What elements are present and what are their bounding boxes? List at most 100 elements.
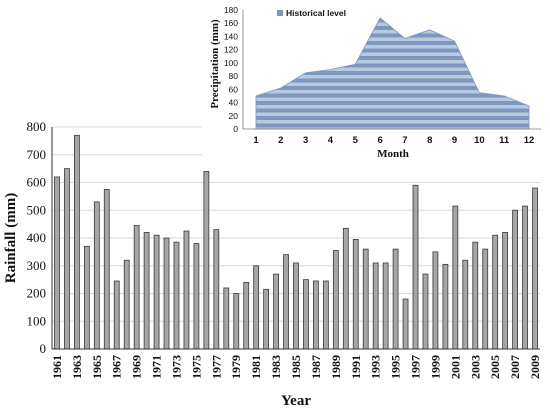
main-x-tick-label: 1985: [289, 355, 303, 379]
inset-x-tick-labels: 1 2 3 4 5 6 7 8 9 10 11 12: [253, 135, 534, 146]
main-x-tick-label: 2009: [528, 355, 542, 379]
main-y-tick-label: 300: [27, 258, 47, 273]
main-x-tick-label: 2003: [468, 355, 482, 379]
main-x-tick-label: 1965: [90, 355, 104, 379]
main-bar: [452, 205, 459, 350]
main-bar: [482, 248, 489, 350]
main-bar: [253, 265, 260, 350]
main-bar: [64, 168, 70, 350]
main-bar: [422, 273, 429, 350]
main-bar: [193, 243, 200, 350]
main-bar: [153, 234, 160, 350]
main-x-tick-label: 1961: [50, 355, 64, 379]
main-bar: [163, 237, 170, 350]
inset-y-tick-label: 180: [224, 5, 238, 15]
main-bar: [342, 227, 349, 350]
main-bar: [273, 273, 279, 350]
main-y-tick-label: 600: [27, 175, 47, 190]
main-bar: [332, 250, 339, 350]
legend-label: Historical level: [286, 8, 346, 18]
main-x-tick-label: 1995: [389, 355, 403, 379]
main-x-tick-label: 2005: [488, 355, 502, 379]
inset-y-tick-label: 60: [229, 84, 239, 94]
main-bar: [203, 170, 210, 350]
main-x-tick-label: 2001: [448, 355, 462, 379]
main-bar: [412, 184, 419, 350]
inset-y-tick-label: 80: [229, 71, 239, 81]
inset-y-tick-label: 40: [229, 98, 239, 108]
main-y-tick-label: 700: [27, 147, 47, 162]
main-bar: [263, 288, 270, 350]
inset-y-tick-label: 140: [224, 31, 238, 41]
main-bar: [313, 280, 319, 350]
main-bar: [293, 262, 299, 350]
inset-y-tick-label: 20: [229, 111, 239, 121]
main-x-tick-label: 1969: [130, 355, 144, 379]
inset-x-tick-label: 12: [524, 135, 535, 146]
main-bar: [432, 251, 439, 350]
main-x-axis-title: Year: [281, 393, 311, 409]
main-bar: [103, 189, 110, 350]
main-y-tick-label: 500: [27, 202, 47, 217]
main-bar: [173, 241, 180, 350]
main-x-tick-label: 1975: [189, 355, 203, 379]
inset-y-tick-label: 100: [224, 58, 238, 68]
main-bar: [183, 230, 190, 350]
inset-y-axis-title: Precipitation (mm): [209, 19, 221, 109]
main-bar: [322, 280, 329, 350]
inset-x-tick-label: 2: [278, 135, 283, 146]
main-bar: [213, 229, 220, 350]
main-bar: [532, 187, 538, 350]
main-x-tick-label: 1963: [70, 355, 84, 379]
main-x-tick-label: 1989: [329, 355, 343, 379]
inset-area-series: [255, 17, 530, 130]
main-bar: [442, 263, 449, 350]
inset-y-tick-label: 160: [224, 18, 238, 28]
main-bar: [83, 245, 90, 350]
inset-x-tick-label: 5: [353, 135, 359, 146]
main-x-tick-label: 1979: [229, 355, 243, 379]
main-bar: [93, 201, 100, 350]
main-x-tick-label: 1983: [269, 355, 283, 379]
main-x-tick-labels: 1961 1963 1965 1967 1969 1971 1973 1975 1977 1979…: [50, 355, 542, 379]
inset-legend: Historical level: [277, 8, 346, 18]
main-bar: [303, 279, 309, 350]
main-bar: [362, 248, 369, 350]
main-y-tick-label: 100: [27, 313, 47, 328]
main-bar: [233, 293, 240, 350]
inset-y-tick-label: 0: [233, 124, 238, 134]
main-bar: [522, 205, 528, 350]
inset-x-tick-label: 10: [474, 135, 485, 146]
main-bar: [402, 298, 409, 350]
main-bar: [54, 176, 60, 350]
inset-x-tick-label: 11: [499, 135, 510, 146]
main-bar: [74, 134, 80, 350]
inset-x-tick-label: 9: [452, 135, 457, 146]
main-bar: [462, 259, 469, 350]
main-bar: [123, 259, 130, 350]
main-bar: [283, 254, 289, 350]
inset-x-tick-label: 1: [253, 135, 259, 146]
main-y-tick-label: 0: [40, 341, 47, 356]
main-x-tick-label: 1977: [209, 355, 223, 379]
main-y-tick-labels: 0 100 200 300 400 500 600 700 800: [27, 119, 47, 356]
inset-x-tick-label: 4: [328, 135, 334, 146]
main-bar: [372, 262, 379, 350]
main-x-tick-label: 1981: [249, 355, 263, 379]
main-bar: [382, 262, 389, 350]
inset-x-tick-label: 7: [402, 135, 407, 146]
inset-x-tick-label: 3: [303, 135, 308, 146]
inset-y-tick-labels: 0 20 40 60 80 100 120 140 160 180: [224, 5, 238, 134]
main-bar: [143, 232, 150, 350]
main-x-tick-label: 1993: [369, 355, 383, 379]
legend-swatch: [277, 10, 283, 16]
main-x-tick-label: 1991: [349, 355, 363, 379]
main-x-tick-label: 1973: [169, 355, 183, 379]
main-x-tick-label: 1967: [110, 355, 124, 379]
main-y-tick-label: 800: [27, 119, 47, 134]
inset-x-tick-label: 8: [427, 135, 432, 146]
main-y-tick-label: 200: [27, 286, 47, 301]
inset-y-tick-label: 120: [224, 45, 238, 55]
main-bar: [133, 225, 140, 350]
